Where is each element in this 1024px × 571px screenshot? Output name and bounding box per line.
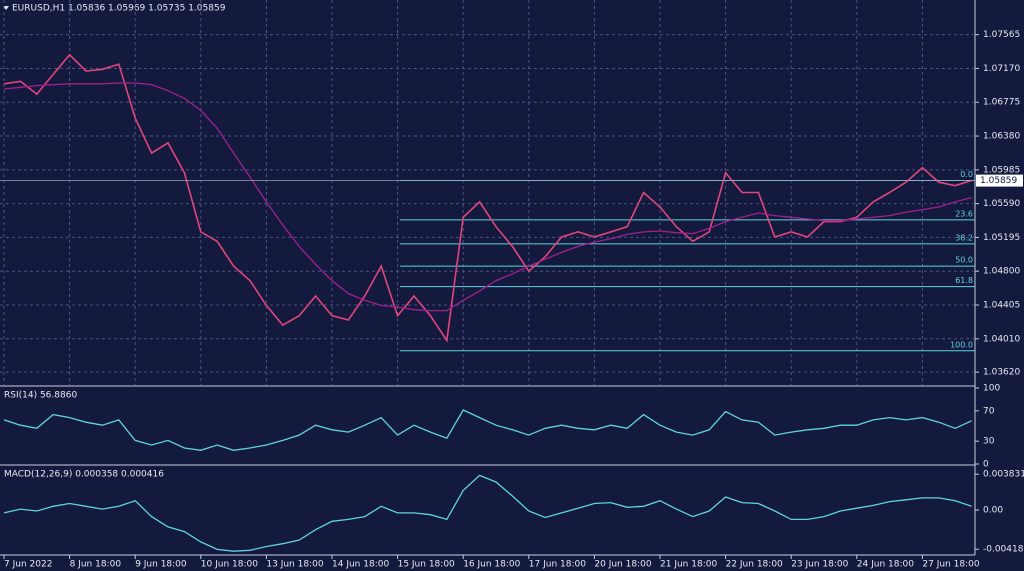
y-tick-label: 1.04405: [983, 301, 1020, 311]
x-tick-label: 22 Jun 18:00: [726, 560, 783, 570]
y-tick-label: 1.07170: [983, 64, 1020, 74]
y-tick-label: 1.07565: [983, 30, 1020, 40]
x-tick-label: 24 Jun 18:00: [857, 560, 914, 570]
y-tick-label: 100: [983, 384, 1000, 394]
x-tick-label: 16 Jun 18:00: [463, 560, 520, 570]
x-tick-label: 10 Jun 18:00: [201, 560, 258, 570]
y-tick-label: 1.03620: [983, 368, 1020, 378]
y-tick-label: 0.00: [983, 506, 1003, 516]
y-tick-label: 1.05590: [983, 199, 1020, 209]
fib-label: 38.2: [955, 233, 973, 242]
y-tick-label: 1.04800: [983, 267, 1020, 277]
y-tick-label: 0: [983, 460, 989, 470]
fib-label: 100.0: [950, 340, 973, 349]
x-tick-label: 15 Jun 18:00: [398, 560, 455, 570]
y-tick-label: 1.06775: [983, 98, 1020, 108]
y-tick-label: 1.04010: [983, 334, 1020, 344]
x-tick-label: 27 Jun 18:00: [922, 560, 979, 570]
x-tick-label: 20 Jun 18:00: [594, 560, 651, 570]
x-tick-label: 21 Jun 18:00: [660, 560, 717, 570]
y-tick-label: 70: [983, 406, 995, 416]
x-tick-label: 23 Jun 18:00: [791, 560, 848, 570]
y-tick-label: 30: [983, 437, 995, 447]
x-tick-label: 13 Jun 18:00: [266, 560, 323, 570]
fib-label: 23.6: [955, 209, 973, 218]
chart-title: EURUSD,H1 1.05836 1.05969 1.05735 1.0585…: [12, 4, 226, 14]
x-tick-label: 17 Jun 18:00: [529, 560, 586, 570]
x-tick-label: 7 Jun 2022: [4, 560, 52, 570]
y-tick-label: 1.06380: [983, 132, 1020, 142]
fib-label: 61.8: [955, 276, 973, 285]
series-line: [3, 474, 972, 552]
fib-label: 50.0: [955, 256, 973, 265]
x-tick-label: 14 Jun 18:00: [332, 560, 389, 570]
series-line: [3, 53, 972, 343]
x-tick-label: 9 Jun 18:00: [135, 560, 187, 570]
last-price-label: 1.05859: [980, 176, 1017, 186]
x-tick-label: 8 Jun 18:00: [70, 560, 122, 570]
y-tick-label: 0.003831: [983, 470, 1024, 480]
y-tick-label: 1.05985: [983, 165, 1020, 175]
series-line: [3, 409, 972, 451]
y-tick-label: 1.05195: [983, 233, 1020, 243]
macd-title: MACD(12,26,9) 0.000358 0.000416: [4, 470, 164, 480]
last-price-box: [976, 174, 1023, 187]
rsi-title: RSI(14) 56.8860: [4, 391, 77, 401]
fib-label: 0.0: [960, 170, 973, 179]
series-line: [3, 82, 972, 312]
